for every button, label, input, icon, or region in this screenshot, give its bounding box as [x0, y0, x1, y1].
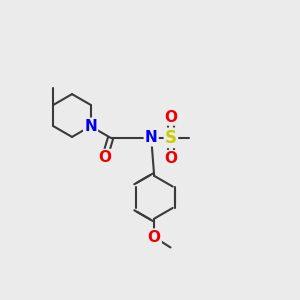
Text: O: O	[98, 150, 111, 165]
Text: S: S	[165, 129, 177, 147]
Text: O: O	[164, 151, 177, 166]
Text: O: O	[148, 230, 161, 244]
Text: O: O	[164, 110, 177, 124]
Text: N: N	[145, 130, 158, 145]
Text: N: N	[84, 119, 97, 134]
